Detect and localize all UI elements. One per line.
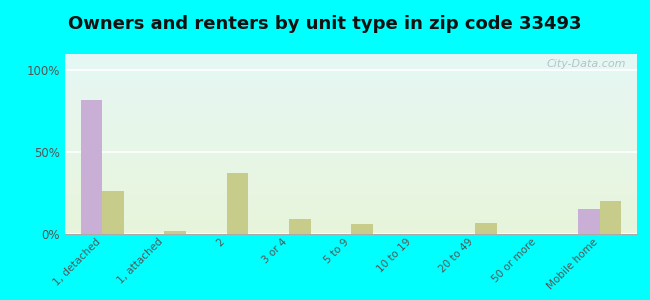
Text: City-Data.com: City-Data.com <box>546 59 625 69</box>
Bar <box>475 223 497 234</box>
Bar <box>578 209 600 234</box>
Bar <box>164 231 187 234</box>
Bar <box>81 100 102 234</box>
Bar <box>351 224 372 234</box>
Bar <box>227 173 248 234</box>
Bar <box>102 191 124 234</box>
Text: Owners and renters by unit type in zip code 33493: Owners and renters by unit type in zip c… <box>68 15 582 33</box>
Bar <box>289 219 311 234</box>
Bar <box>600 201 621 234</box>
